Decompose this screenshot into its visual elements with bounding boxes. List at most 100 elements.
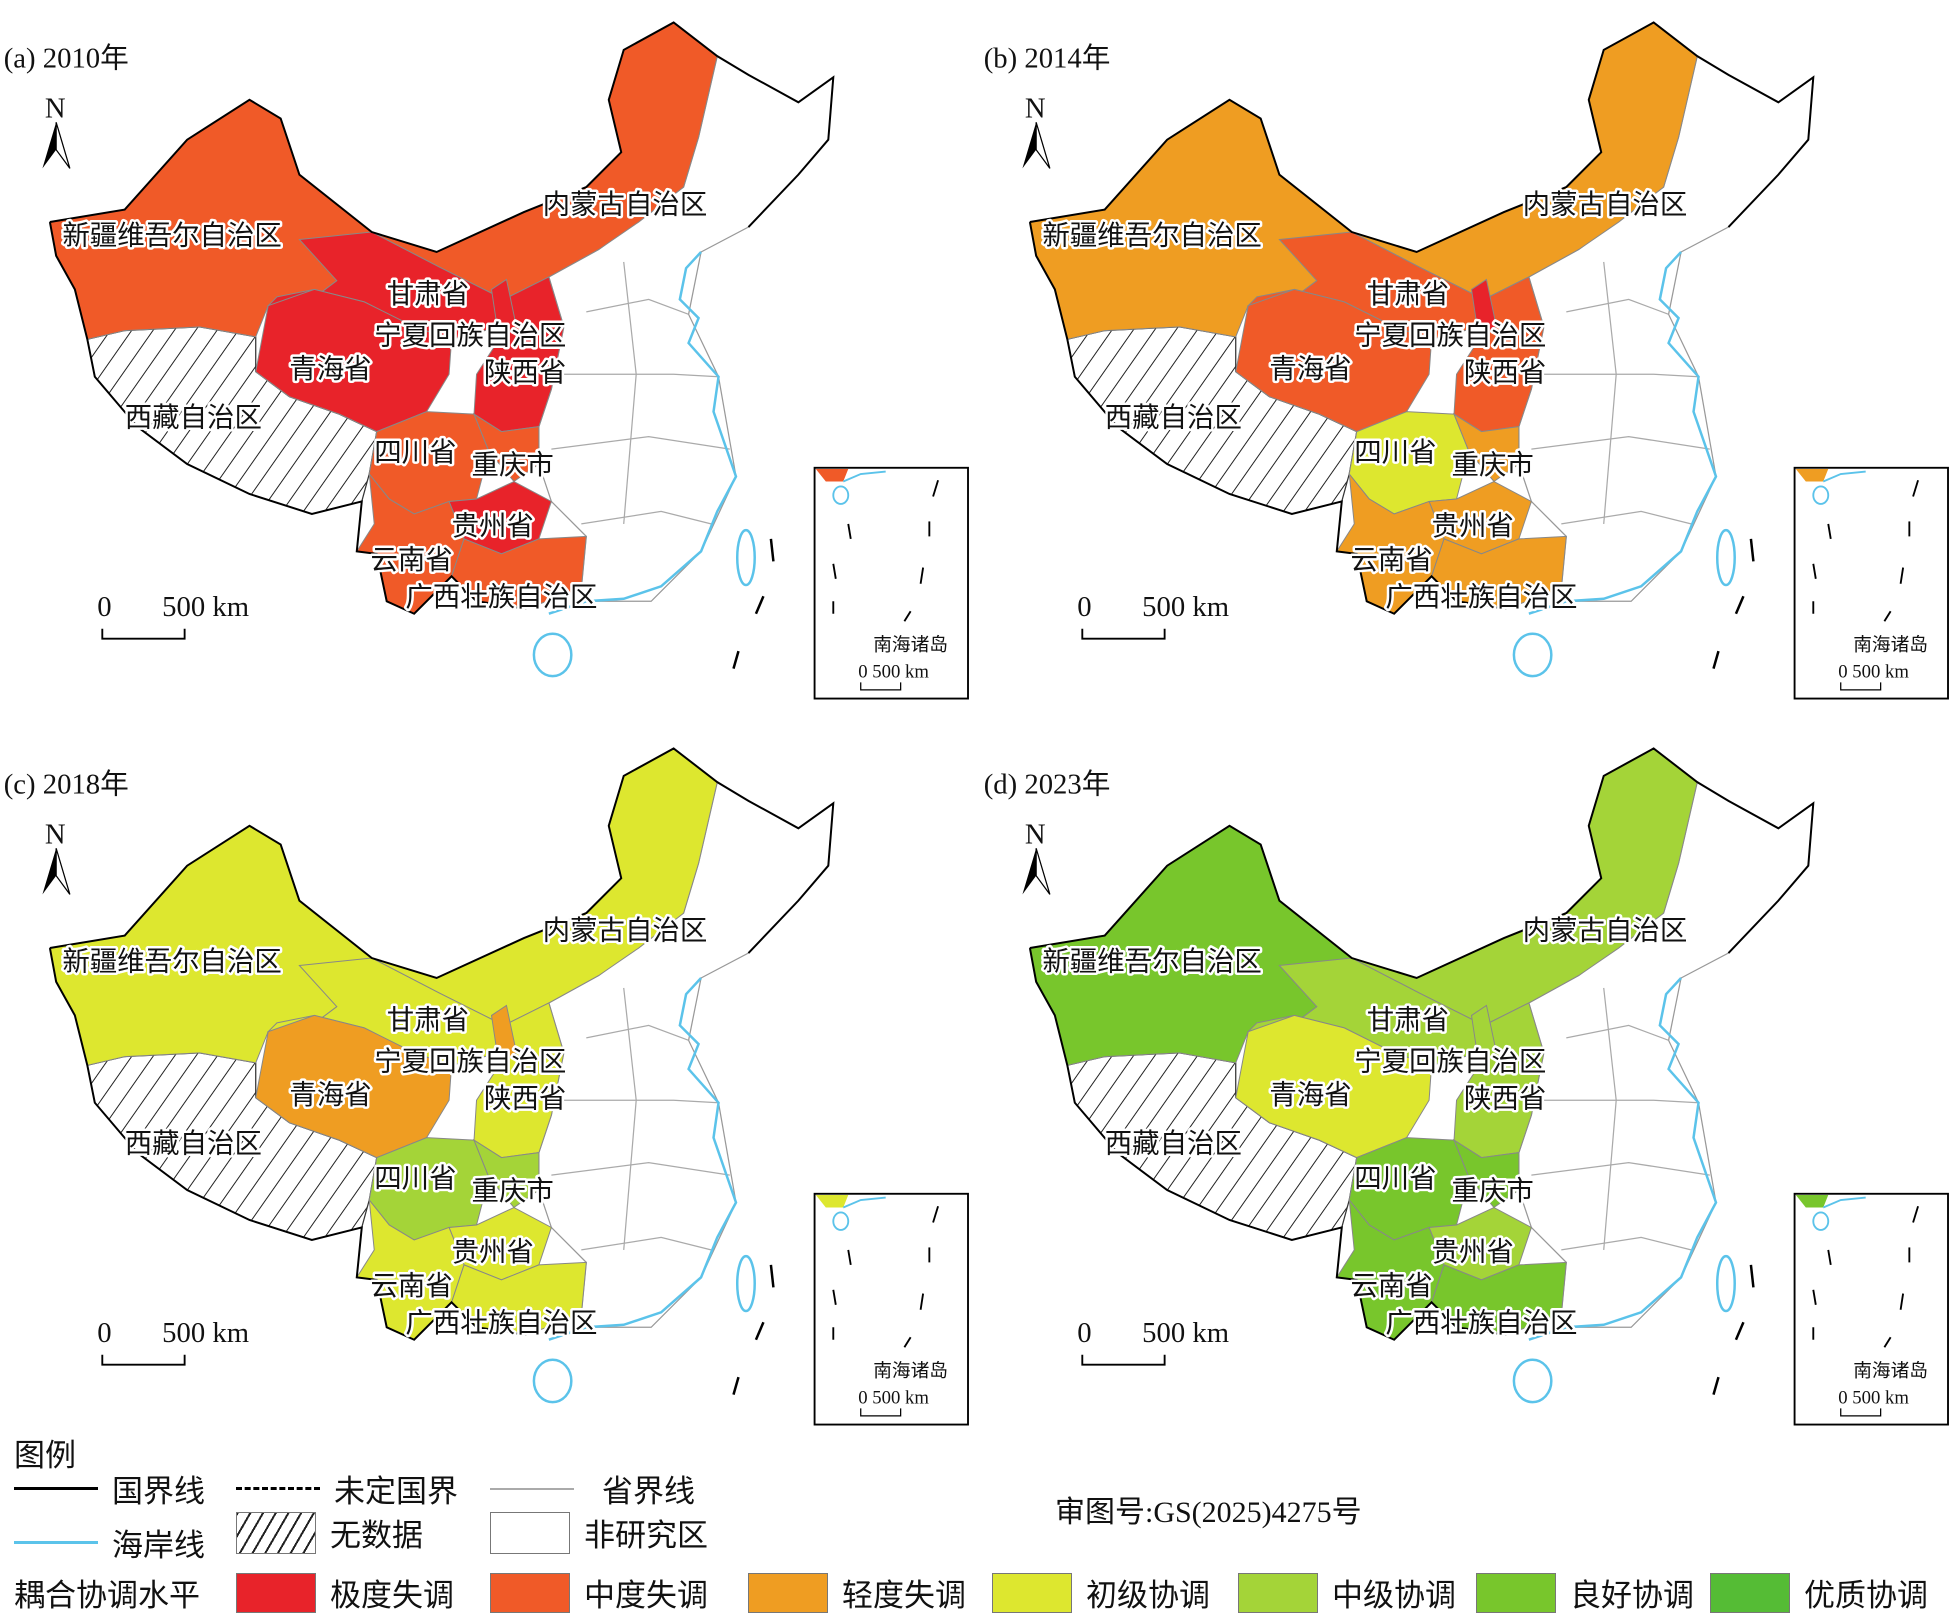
province-label-ningxia: 宁夏回族自治区 xyxy=(1354,1046,1546,1076)
province-label-sichuan: 四川省 xyxy=(1354,1164,1436,1194)
national-border xyxy=(1028,947,1507,1341)
coastline xyxy=(548,251,738,615)
north-arrow-icon: N xyxy=(1022,92,1051,169)
legend-level-item: 良好协调 xyxy=(1476,1570,1694,1615)
inset-title: 南海诸岛 xyxy=(1853,635,1928,656)
legend-level-item: 初级协调 xyxy=(992,1570,1210,1615)
north-label: N xyxy=(45,818,66,850)
provincial-border xyxy=(581,1236,712,1251)
level-swatch xyxy=(490,1572,570,1613)
province-label-xizang: 西藏自治区 xyxy=(1105,403,1242,433)
national-border-swatch xyxy=(14,1487,98,1490)
province-label-chongqing: 重庆市 xyxy=(1452,1176,1534,1206)
scale-bar xyxy=(1081,1354,1166,1366)
province-label-shaanxi: 陕西省 xyxy=(1464,1084,1546,1114)
province-label-shaanxi: 陕西省 xyxy=(484,358,566,388)
province-label-xinjiang: 新疆维吾尔自治区 xyxy=(62,220,282,250)
province-label-qinghai: 青海省 xyxy=(1269,354,1351,384)
legend-level-item: 优质协调 xyxy=(1710,1570,1928,1615)
province-label-chongqing: 重庆市 xyxy=(472,1176,554,1206)
level-swatch xyxy=(1238,1572,1318,1613)
inset-title: 南海诸岛 xyxy=(873,635,948,656)
provincial-border xyxy=(1561,1236,1692,1251)
legend-provincial-border: 省界线 xyxy=(490,1466,695,1511)
province-label-neimenggu: 内蒙古自治区 xyxy=(543,189,708,219)
inset-scale: 0 500 km xyxy=(858,661,929,682)
hainan-island xyxy=(1512,1358,1553,1404)
inset-scale: 0 500 km xyxy=(858,1387,929,1408)
map-panel: (a) 2010年 新疆维吾尔自治区 内蒙古自治区 甘肃省 青海省 陕西省 四川省 重庆市 贵州… xyxy=(0,0,978,726)
province-label-gansu: 甘肃省 xyxy=(387,279,469,309)
legend-label: 未定国界 xyxy=(334,1474,458,1509)
province-label-xizang: 西藏自治区 xyxy=(125,1129,262,1159)
legend-level-item: 中度失调 xyxy=(490,1570,708,1615)
panel-title: (d) 2023年 xyxy=(984,768,1111,800)
provincial-border xyxy=(623,261,637,524)
legend-level-title: 耦合协调水平 xyxy=(14,1578,200,1613)
province-label-gansu: 甘肃省 xyxy=(1367,1005,1449,1035)
coastline xyxy=(1528,977,1718,1341)
national-border xyxy=(1029,747,1815,980)
taiwan-island xyxy=(735,1254,756,1313)
provincial-border xyxy=(1531,1161,1710,1176)
approval-number: 审图号:GS(2025)4275号 xyxy=(1055,1496,1362,1529)
legend-level-item: 轻度失调 xyxy=(748,1570,966,1615)
province-label-yunnan: 云南省 xyxy=(370,1271,452,1301)
scale-zero: 0 xyxy=(1077,591,1091,623)
undetermined-border xyxy=(754,1321,765,1341)
inset-title: 南海诸岛 xyxy=(1853,1361,1928,1382)
national-border xyxy=(48,221,527,615)
scale-zero: 0 xyxy=(97,1317,111,1349)
north-arrow-icon: N xyxy=(42,92,71,169)
province-chongqing xyxy=(1452,1138,1520,1209)
undetermined-border xyxy=(769,1264,775,1288)
province-label-guizhou: 贵州省 xyxy=(452,1237,534,1267)
province-qinghai xyxy=(255,288,453,433)
level-label: 中度失调 xyxy=(584,1578,708,1613)
province-label-qinghai: 青海省 xyxy=(289,354,371,384)
level-label: 优质协调 xyxy=(1804,1578,1928,1613)
provincial-border xyxy=(1543,1099,1699,1104)
provincial-border-swatch xyxy=(490,1487,574,1490)
province-label-yunnan: 云南省 xyxy=(370,545,452,575)
provincial-border xyxy=(1561,510,1692,525)
scale-label: 500 km xyxy=(1142,591,1229,623)
province-ningxia xyxy=(490,1004,517,1067)
legend-no-data: 无数据 xyxy=(236,1510,423,1555)
coastline xyxy=(548,977,738,1341)
provincial-border xyxy=(1543,373,1699,378)
provincial-border xyxy=(623,987,637,1250)
province-chongqing xyxy=(472,412,540,483)
coastline-swatch xyxy=(14,1541,98,1544)
legend-label: 省界线 xyxy=(602,1474,695,1509)
province-label-guangxi: 广西壮族自治区 xyxy=(1385,582,1577,612)
province-label-qinghai: 青海省 xyxy=(1269,1080,1351,1110)
white-swatch xyxy=(490,1511,570,1554)
province-label-sichuan: 四川省 xyxy=(374,438,456,468)
province-ningxia xyxy=(1470,278,1497,341)
provincial-border xyxy=(551,1161,730,1176)
province-chongqing xyxy=(472,1138,540,1209)
south-china-sea-inset: 南海诸岛 0 500 km xyxy=(1793,1192,1949,1426)
north-arrow-icon: N xyxy=(42,818,71,895)
level-swatch xyxy=(1710,1572,1790,1613)
provincial-border xyxy=(1566,1024,1669,1041)
north-label: N xyxy=(1025,818,1046,850)
north-arrow-icon: N xyxy=(1022,818,1051,895)
level-label: 初级协调 xyxy=(1086,1578,1210,1613)
legend-undetermined-border: 未定国界 xyxy=(236,1466,458,1511)
province-label-chongqing: 重庆市 xyxy=(1452,450,1534,480)
panel-title: (a) 2010年 xyxy=(4,42,129,74)
taiwan-island xyxy=(1715,1254,1736,1313)
scale-bar xyxy=(101,628,186,640)
province-label-guizhou: 贵州省 xyxy=(452,511,534,541)
legend-level-item: 中级协调 xyxy=(1238,1570,1456,1615)
province-label-ningxia: 宁夏回族自治区 xyxy=(374,1046,566,1076)
provincial-border xyxy=(1531,435,1710,450)
level-label: 中级协调 xyxy=(1332,1578,1456,1613)
level-swatch xyxy=(992,1572,1072,1613)
legend-title: 图例 xyxy=(14,1438,76,1473)
north-label: N xyxy=(45,92,66,124)
province-label-xinjiang: 新疆维吾尔自治区 xyxy=(62,946,282,976)
